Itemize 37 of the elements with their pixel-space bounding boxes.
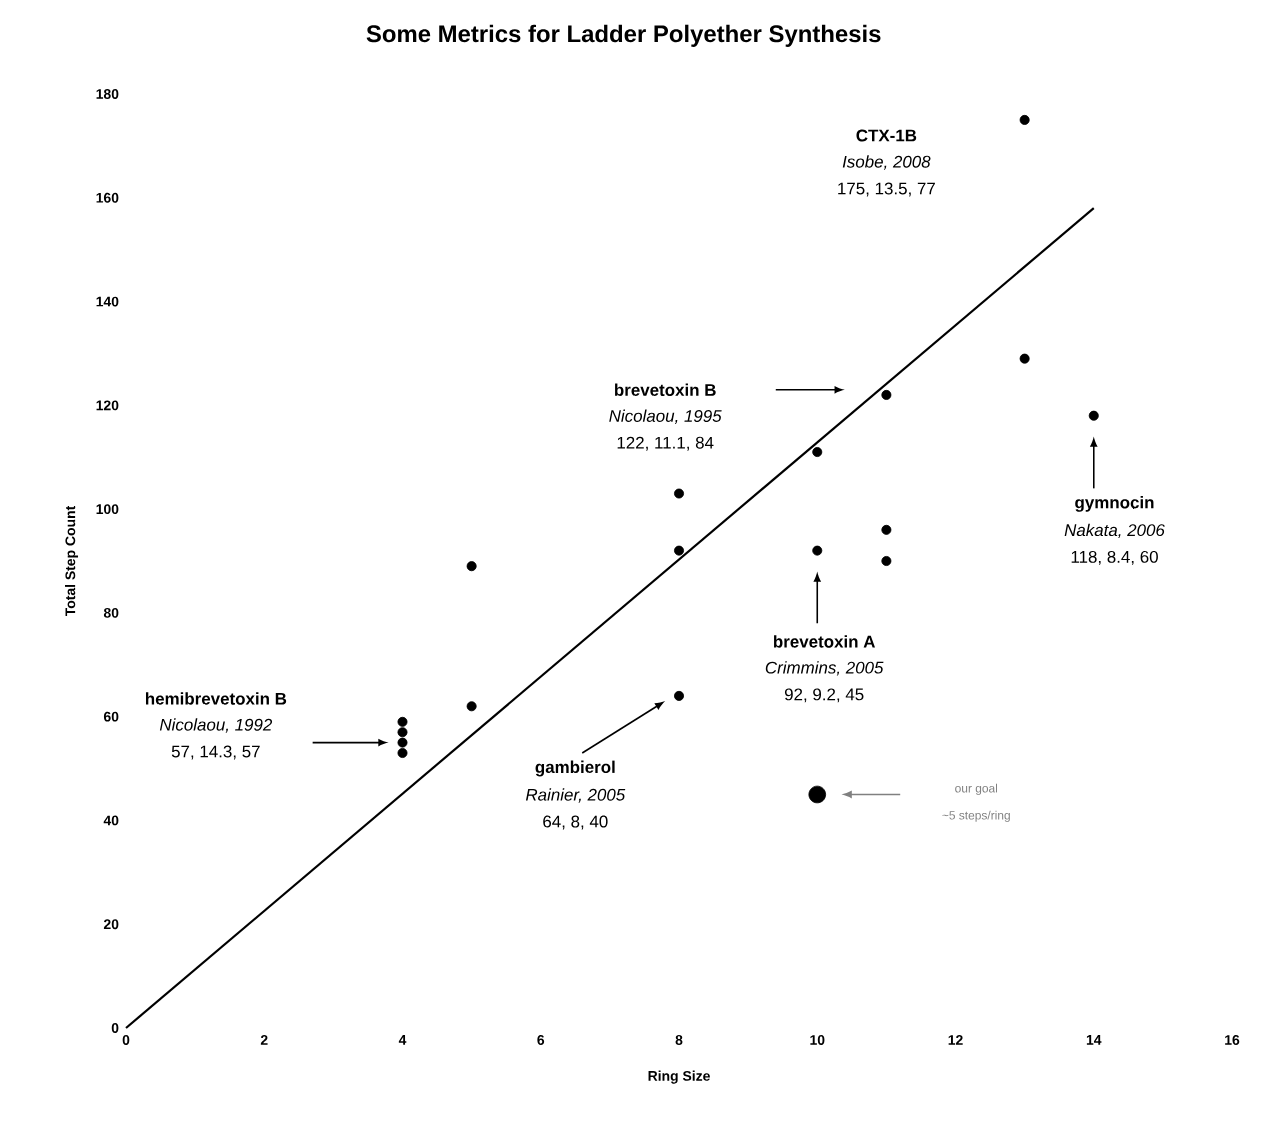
annotation: Isobe, 2008 bbox=[842, 155, 931, 170]
point bbox=[881, 556, 892, 566]
point bbox=[466, 561, 477, 572]
point bbox=[674, 545, 684, 556]
annotation: 57, 14.3, 57 bbox=[171, 745, 260, 760]
annotation: 64, 8, 40 bbox=[543, 815, 608, 830]
annotation: 118, 8.4, 60 bbox=[1071, 550, 1158, 565]
annotation: gymnocin bbox=[1075, 495, 1154, 512]
point bbox=[1019, 114, 1030, 125]
annotation: 175, 13.5, 77 bbox=[838, 182, 935, 197]
point bbox=[881, 389, 892, 400]
point bbox=[397, 727, 408, 738]
annotation: brevetoxin B bbox=[615, 383, 716, 396]
point bbox=[674, 690, 684, 701]
point bbox=[1019, 353, 1030, 364]
point bbox=[397, 716, 408, 727]
annotation: Nicolaou, 1995 bbox=[609, 409, 722, 424]
annotation: Nicolaou, 1992 bbox=[159, 718, 273, 733]
point bbox=[674, 488, 684, 499]
annotation: hemibrevetoxin B bbox=[145, 692, 287, 705]
annotation: 122, 11.1, 84 bbox=[617, 436, 714, 451]
annotation: Rainier, 2005 bbox=[525, 788, 626, 803]
point bbox=[466, 701, 477, 712]
point bbox=[1088, 410, 1099, 421]
annotation: CTX-1B bbox=[856, 129, 917, 142]
point bbox=[808, 785, 827, 804]
point bbox=[812, 545, 823, 556]
annotation: gambierol bbox=[535, 760, 615, 777]
point bbox=[812, 447, 823, 458]
annotation: Crimmins, 2005 bbox=[765, 661, 884, 676]
point bbox=[881, 524, 892, 535]
point bbox=[397, 748, 408, 758]
chart-title: Some Metrics for Ladder Polyether Synthesis bbox=[366, 24, 881, 47]
annotation: Nakata, 2006 bbox=[1064, 523, 1165, 539]
annotation: brevetoxin A bbox=[774, 635, 875, 648]
point bbox=[397, 737, 408, 748]
annotation: 92, 9.2, 45 bbox=[784, 688, 864, 703]
